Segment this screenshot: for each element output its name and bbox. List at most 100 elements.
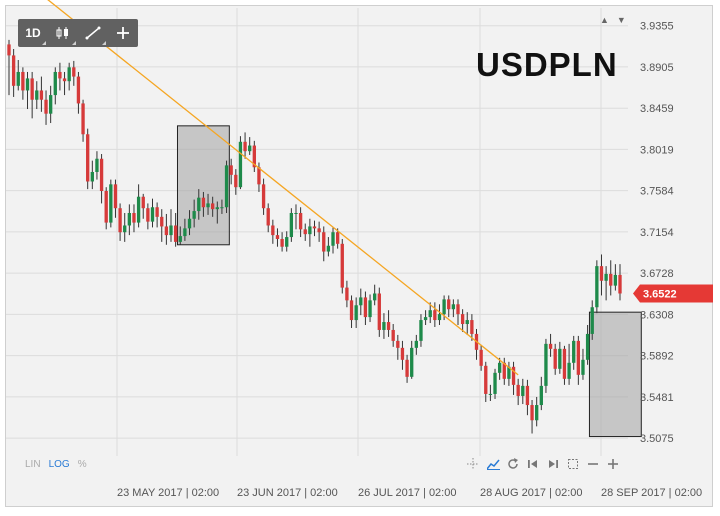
y-tick-label: 3.5075 [640, 433, 674, 445]
candle-down [479, 349, 483, 366]
candle-down [377, 293, 381, 330]
skip-forward-icon[interactable] [546, 456, 560, 472]
scroll-up-icon[interactable]: ▲ [600, 15, 609, 25]
trendline[interactable] [39, 0, 519, 376]
candle-up [285, 237, 289, 247]
x-tick-label: 26 JUL 2017 | 02:00 [358, 487, 456, 499]
candle-down [349, 300, 354, 321]
candle-down [553, 348, 557, 369]
candle-up [419, 320, 423, 341]
candle-up [16, 71, 20, 86]
candle-down [76, 76, 81, 104]
candle-down [164, 226, 169, 236]
trend-icon[interactable] [486, 456, 500, 472]
candle-down [201, 197, 206, 208]
candle-up [127, 212, 132, 226]
zoom-out-icon[interactable] [586, 456, 600, 472]
candle-down [470, 320, 474, 334]
y-tick-label: 3.8905 [640, 62, 674, 74]
candle-up [535, 405, 539, 421]
last-price-label: 3.6522 [643, 288, 677, 300]
refresh-icon[interactable] [506, 456, 520, 472]
scale-lin[interactable]: LIN [25, 459, 41, 470]
candle-down [62, 78, 67, 82]
scale-mode-switch: LIN LOG % [25, 459, 87, 470]
crosshair-icon[interactable] [466, 456, 480, 472]
candle-down [146, 208, 150, 222]
x-tick-label: 28 AUG 2017 | 02:00 [480, 487, 583, 499]
zoom-in-icon[interactable] [606, 456, 620, 472]
candle-down [340, 243, 344, 288]
candle-up [308, 226, 312, 235]
candle-up [493, 372, 497, 394]
candle-down [386, 322, 391, 330]
candle-up [368, 300, 372, 318]
candles-icon [56, 27, 68, 39]
candle-down [261, 184, 266, 209]
candle-up [423, 317, 428, 321]
candle-down [132, 212, 136, 223]
candle-up [544, 343, 548, 386]
select-box-icon[interactable] [566, 456, 580, 472]
candle-down [312, 226, 317, 229]
trendline-layer[interactable] [39, 0, 519, 376]
candle-up [354, 305, 358, 321]
candle-down [252, 145, 256, 168]
candle-up [224, 165, 229, 208]
candle-down [511, 366, 516, 385]
candle-up [136, 196, 141, 223]
add-indicator-button[interactable] [108, 19, 138, 47]
candle-up [192, 211, 196, 219]
candle-down [275, 235, 280, 239]
y-tick-label: 3.6728 [640, 268, 674, 280]
y-tick-label: 3.5892 [640, 351, 674, 363]
candle-up [507, 366, 511, 379]
candle-down [81, 103, 85, 135]
y-tick-label: 3.7584 [640, 186, 674, 198]
x-tick-label: 23 JUN 2017 | 02:00 [237, 487, 338, 499]
candle-up [558, 348, 562, 369]
y-tick-label: 3.6308 [640, 309, 674, 321]
highlight-box [176, 125, 230, 246]
scale-percent[interactable]: % [77, 459, 87, 470]
candle-up [183, 228, 187, 237]
candle-down [525, 385, 530, 406]
candle-down [405, 359, 409, 377]
candle-down [271, 225, 275, 236]
candle-up [35, 90, 39, 100]
candle-down [72, 67, 76, 77]
interval-button[interactable]: 1D [18, 19, 48, 47]
last-price-badge [633, 284, 713, 303]
scroll-down-icon[interactable]: ▼ [616, 15, 626, 25]
candle-up [604, 273, 608, 281]
candle-up [169, 225, 173, 236]
candlestick-series [7, 39, 622, 434]
skip-back-icon[interactable] [526, 456, 540, 472]
candle-up [109, 184, 113, 223]
candle-down [576, 340, 581, 375]
candle-down [21, 71, 25, 91]
candle-up [48, 95, 53, 114]
candle-down [266, 208, 270, 226]
candle-down [484, 365, 488, 394]
candle-up [613, 274, 618, 286]
symbol-title: USDPLN [476, 46, 618, 83]
candle-down [160, 216, 164, 227]
candle-down [280, 238, 284, 247]
scale-log[interactable]: LOG [48, 459, 70, 470]
candle-up [289, 212, 294, 238]
chart-type-button[interactable] [48, 19, 78, 47]
candle-up [465, 320, 469, 325]
candle-up [248, 145, 252, 152]
candle-down [58, 71, 62, 79]
draw-tool-button[interactable] [78, 19, 108, 47]
x-tick-label: 23 MAY 2017 | 02:00 [117, 487, 219, 499]
candle-down [99, 158, 104, 192]
grid-lines [6, 8, 628, 456]
candle-up [150, 207, 155, 222]
candle-down [298, 212, 303, 230]
candle-up [590, 307, 594, 334]
candle-down [234, 174, 238, 188]
candle-down [530, 405, 534, 421]
